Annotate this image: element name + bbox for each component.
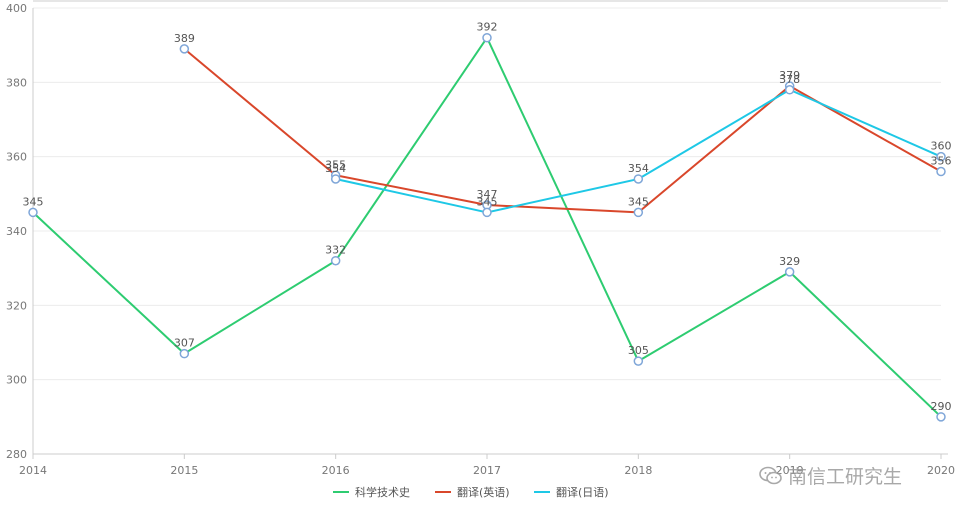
legend-item[interactable]: 翻译(日语)	[534, 485, 609, 499]
data-point	[633, 356, 644, 366]
y-tick-label: 320	[6, 299, 27, 312]
data-label: 354	[325, 162, 346, 175]
data-label: 379	[779, 69, 800, 82]
data-label: 389	[174, 32, 195, 45]
data-label: 360	[931, 140, 952, 153]
x-tick-label: 2018	[624, 464, 652, 477]
data-label: 345	[477, 195, 498, 208]
legend-label: 翻译(英语)	[457, 485, 510, 499]
data-point	[784, 85, 795, 95]
legend-item[interactable]: 翻译(英语)	[435, 485, 510, 499]
data-label: 345	[23, 195, 44, 208]
series-line-1	[183, 48, 942, 214]
watermark-text: 南信工研究生	[788, 466, 903, 488]
y-tick-label: 400	[6, 2, 27, 15]
legend[interactable]: 科学技术史 翻译(英语) 翻译(日语)	[333, 485, 609, 499]
data-point	[330, 255, 341, 266]
data-point	[179, 348, 190, 359]
data-point	[936, 151, 946, 162]
series-lines	[28, 32, 946, 422]
data-point	[936, 412, 946, 422]
data-label: 307	[174, 337, 195, 350]
data-label: 354	[628, 162, 649, 175]
legend-item[interactable]: 科学技术史	[333, 485, 410, 499]
data-point	[28, 207, 38, 218]
x-tick-label: 2016	[322, 464, 350, 477]
grid	[33, 7, 941, 381]
y-tick-label: 360	[6, 151, 27, 164]
data-label: 305	[628, 344, 649, 357]
data-label: 329	[779, 255, 800, 268]
axes: 280 300 320 340 360 380 400 2014 2015 2016 2017 201…	[6, 0, 955, 477]
data-label: 378	[779, 73, 800, 86]
y-tick-label: 380	[6, 76, 27, 89]
legend-label: 科学技术史	[355, 485, 410, 499]
x-tick-label: 2020	[927, 464, 955, 477]
data-point	[330, 174, 341, 184]
data-point	[633, 174, 644, 184]
data-point	[784, 267, 795, 277]
data-label: 347	[477, 188, 498, 201]
data-label: 345	[628, 195, 649, 208]
data-label: 290	[931, 400, 952, 413]
data-label: 355	[325, 158, 346, 171]
y-tick-label: 280	[6, 448, 27, 461]
data-point	[179, 44, 190, 54]
data-labels: 3453073323923053292903893553473453793563…	[23, 21, 952, 413]
x-tick-label: 2015	[170, 464, 198, 477]
y-tick-label: 340	[6, 225, 27, 238]
y-tick-label: 300	[6, 374, 27, 387]
wechat-icon	[759, 466, 782, 484]
data-label: 392	[477, 21, 498, 34]
data-point	[482, 32, 492, 43]
data-point	[482, 207, 492, 218]
data-label: 332	[325, 244, 346, 257]
legend-label: 翻译(日语)	[556, 485, 609, 499]
x-tick-label: 2019	[776, 464, 804, 477]
x-tick-label: 2017	[473, 464, 501, 477]
x-tick-label: 2014	[19, 464, 47, 477]
data-point	[936, 166, 946, 177]
data-point	[633, 207, 644, 218]
data-label: 356	[931, 155, 952, 168]
watermark: 南信工研究生	[758, 462, 902, 489]
